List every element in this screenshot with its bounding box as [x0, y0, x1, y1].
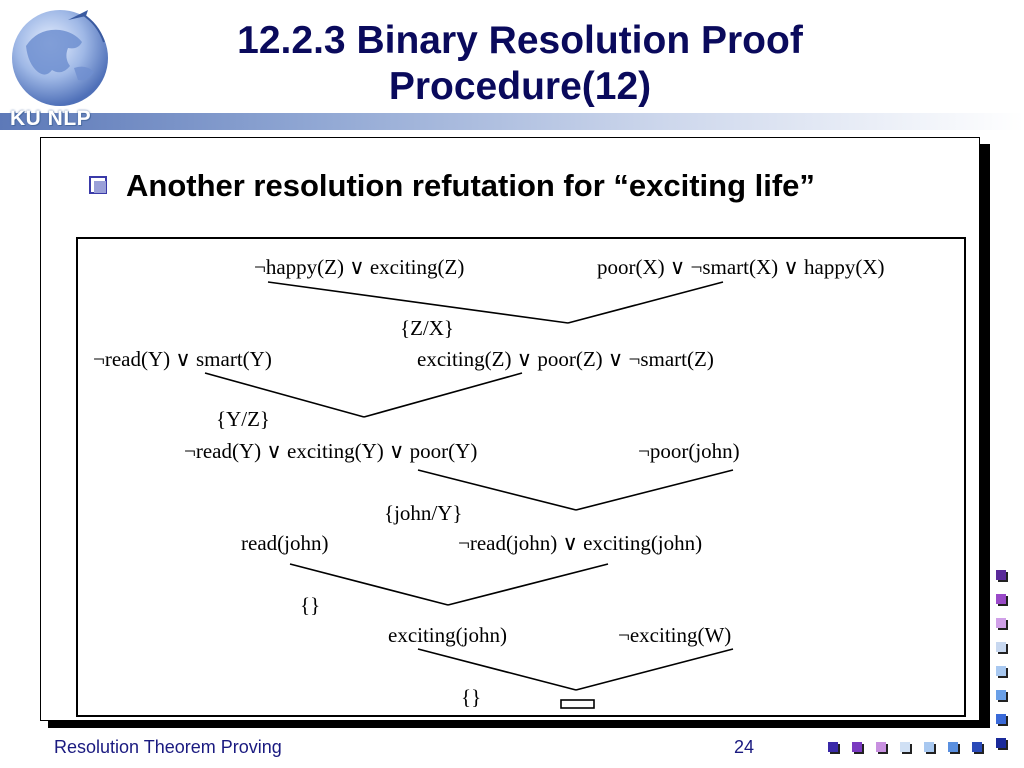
clause-c7: read(john): [241, 531, 329, 555]
edge-c8-r4: [447, 563, 609, 606]
deco-square: [996, 714, 1008, 726]
resolution-edges: [204, 281, 734, 709]
clause-c6: ¬poor(john): [638, 439, 740, 463]
deco-square: [924, 742, 936, 754]
deco-square: [852, 742, 864, 754]
clause-c2: poor(X) ∨ ¬smart(X) ∨ happy(X): [597, 255, 885, 279]
deco-square: [996, 666, 1008, 678]
title-underline-bar: [0, 113, 1024, 130]
clause-c10: ¬exciting(W): [618, 623, 732, 647]
logo-text: KU NLP: [10, 107, 92, 130]
edge-c10-r5: [575, 648, 734, 691]
edge-c1-r1: [267, 281, 569, 324]
edge-c2-r1: [567, 281, 724, 324]
edge-c6-r3: [575, 469, 734, 511]
slide-title-line-2: Procedure(12): [388, 65, 652, 108]
substitution-s5: {}: [461, 685, 482, 709]
deco-square: [996, 690, 1008, 702]
slide-title-line-1: 12.2.3 Binary Resolution Proof: [237, 19, 803, 62]
deco-square: [828, 742, 840, 754]
clause-c3: ¬read(Y) ∨ smart(Y): [93, 347, 272, 371]
page-number: 24: [734, 737, 755, 757]
clause-c1: ¬happy(Z) ∨ exciting(Z): [254, 255, 465, 279]
deco-square: [996, 570, 1008, 582]
edge-c3-r2: [204, 372, 365, 418]
empty-clause-box: [560, 699, 595, 709]
resolution-diagram: ¬happy(Z) ∨ exciting(Z) poor(X) ∨ ¬smart…: [76, 237, 966, 717]
slide-title: 12.2.3 Binary Resolution Proof Procedure…: [150, 18, 890, 110]
ku-nlp-globe-logo: [12, 10, 108, 106]
deco-square: [972, 742, 984, 754]
clause-c4: exciting(Z) ∨ poor(Z) ∨ ¬smart(Z): [417, 347, 714, 371]
clause-c5: ¬read(Y) ∨ exciting(Y) ∨ poor(Y): [184, 439, 478, 463]
clause-c9: exciting(john): [388, 623, 507, 647]
deco-square: [996, 738, 1008, 750]
deco-square: [948, 742, 960, 754]
edge-c7-r4: [289, 563, 449, 606]
edge-c9-r5: [417, 648, 577, 691]
footer-course-title: Resolution Theorem Proving: [54, 737, 282, 757]
substitution-s1: {Z/X}: [400, 316, 454, 340]
edge-c4-r2: [363, 372, 523, 418]
edge-c5-r3: [417, 469, 577, 511]
deco-square: [996, 642, 1008, 654]
bullet-heading: Another resolution refutation for “excit…: [126, 168, 815, 203]
deco-square: [996, 618, 1008, 630]
bullet-checkbox-icon: [89, 176, 107, 194]
substitution-s3: {john/Y}: [384, 501, 463, 525]
substitution-s4: {}: [300, 593, 321, 617]
deco-square: [996, 594, 1008, 606]
deco-square: [900, 742, 912, 754]
clause-c8: ¬read(john) ∨ exciting(john): [458, 531, 703, 555]
substitution-s2: {Y/Z}: [216, 407, 270, 431]
deco-square: [876, 742, 888, 754]
